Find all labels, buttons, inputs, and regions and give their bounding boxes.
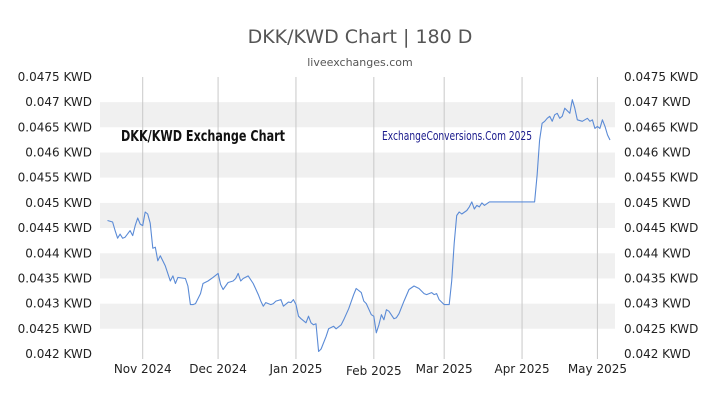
y-axis-left: 0.0475 KWD 0.047 KWD 0.0465 KWD 0.046 KWD 0.…: [18, 70, 92, 361]
x-tick-label: Nov 2024: [114, 362, 172, 376]
y-tick-label-left: 0.046 KWD: [25, 146, 92, 160]
y-tick-label-left: 0.043 KWD: [25, 297, 92, 311]
y-axis-right: 0.0475 KWD 0.047 KWD 0.0465 KWD 0.046 KWD 0.…: [624, 70, 698, 361]
y-tick-label-left: 0.045 KWD: [25, 196, 92, 210]
grid-band: [100, 152, 615, 178]
y-tick-label-right: 0.0425 KWD: [624, 322, 698, 336]
y-tick-label-right: 0.0475 KWD: [624, 70, 698, 84]
y-tick-label-right: 0.047 KWD: [624, 95, 691, 109]
y-tick-label-left: 0.0465 KWD: [18, 120, 92, 134]
x-tick-label: Dec 2024: [189, 362, 247, 376]
grid-band: [100, 278, 615, 304]
plot-background-bands: [100, 77, 615, 354]
y-tick-label-right: 0.046 KWD: [624, 146, 691, 160]
y-tick-label-right: 0.0435 KWD: [624, 271, 698, 285]
x-tick-label: Jan 2025: [269, 362, 323, 376]
chart-subtitle: liveexchanges.com: [307, 56, 413, 69]
series-line: [107, 99, 611, 353]
y-tick-label-right: 0.042 KWD: [624, 347, 691, 361]
y-tick-label-left: 0.044 KWD: [25, 246, 92, 260]
grid-band: [100, 303, 615, 329]
grid-band: [100, 253, 615, 279]
y-tick-label-left: 0.0445 KWD: [18, 221, 92, 235]
y-tick-label-left: 0.0425 KWD: [18, 322, 92, 336]
y-tick-label-right: 0.045 KWD: [624, 196, 691, 210]
y-tick-label-right: 0.043 KWD: [624, 297, 691, 311]
chart-title: DKK/KWD Chart | 180 D: [247, 26, 473, 48]
y-tick-label-left: 0.0435 KWD: [18, 271, 92, 285]
vertical-gridlines: [142, 77, 598, 359]
grid-band: [100, 328, 615, 354]
y-tick-label-left: 0.0455 KWD: [18, 171, 92, 185]
grid-band: [100, 228, 615, 254]
watermark-text: ExchangeConversions.Com 2025: [382, 129, 532, 143]
series-layer: [107, 99, 611, 353]
inner-chart-title: DKK/KWD Exchange Chart: [121, 127, 285, 145]
x-tick-label: Mar 2025: [416, 362, 473, 376]
y-tick-label-left: 0.047 KWD: [25, 95, 92, 109]
x-tick-label: Apr 2025: [494, 362, 549, 376]
y-tick-label-right: 0.0455 KWD: [624, 171, 698, 185]
y-tick-label-right: 0.044 KWD: [624, 246, 691, 260]
grid-band: [100, 102, 615, 128]
grid-band: [100, 77, 615, 103]
x-tick-label: May 2025: [568, 362, 627, 376]
x-tick-label: Feb 2025: [346, 364, 402, 378]
grid-band: [100, 202, 615, 229]
x-axis: Nov 2024 Dec 2024 Jan 2025 Feb 2025 Mar 2025…: [114, 362, 627, 378]
y-tick-label-right: 0.0445 KWD: [624, 221, 698, 235]
y-tick-label-left: 0.0475 KWD: [18, 70, 92, 84]
y-tick-label-left: 0.042 KWD: [25, 347, 92, 361]
grid-band: [100, 177, 615, 203]
y-tick-label-right: 0.0465 KWD: [624, 120, 698, 134]
grid-band: [100, 127, 615, 153]
